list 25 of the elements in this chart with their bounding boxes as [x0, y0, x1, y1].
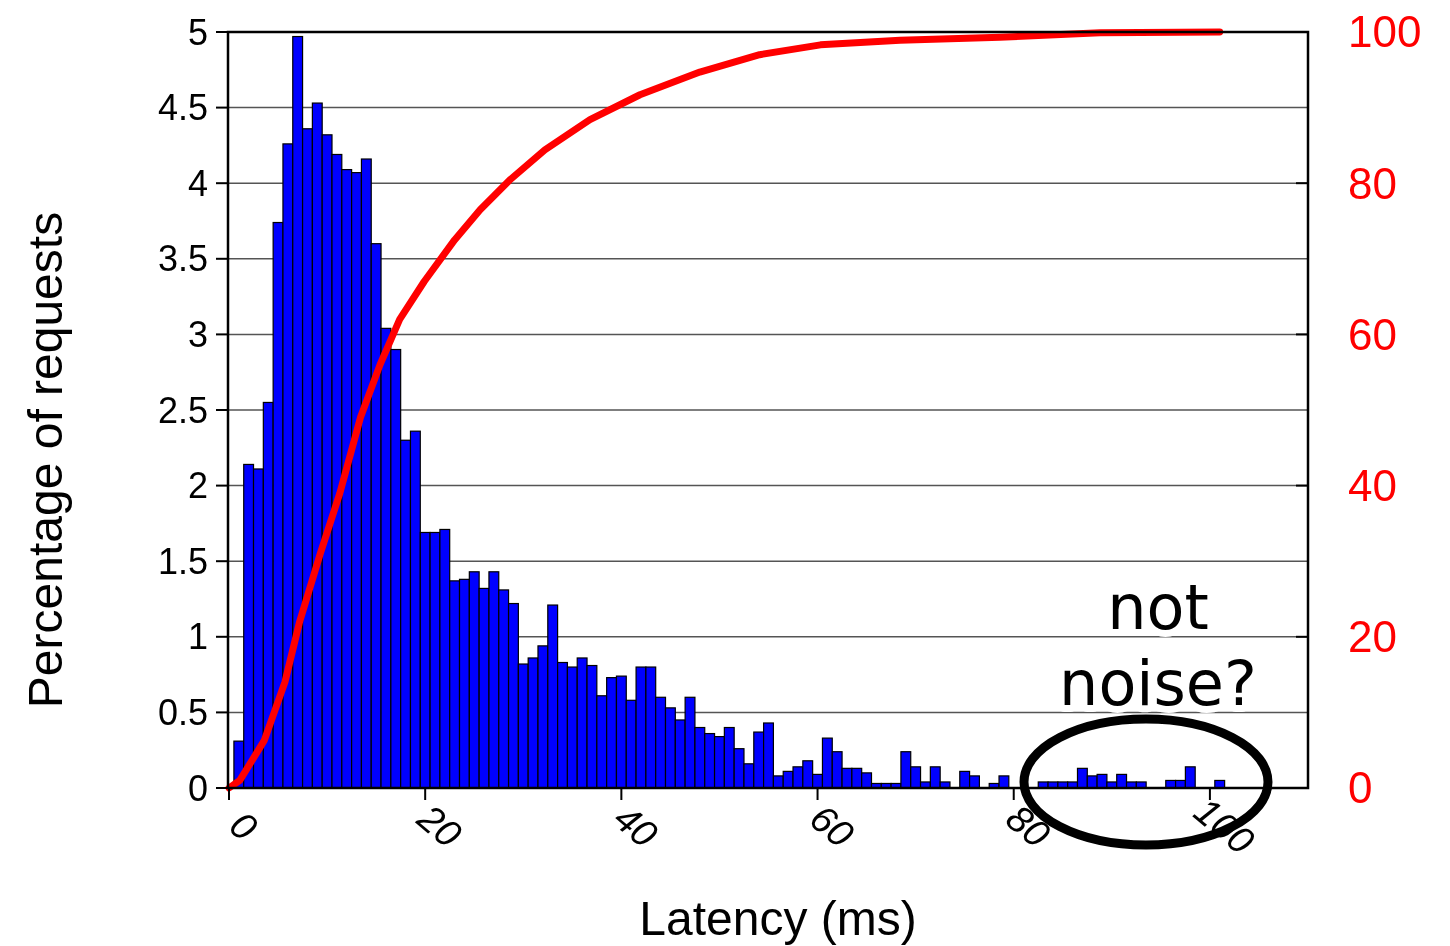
- x-tick-label: 60: [802, 796, 862, 856]
- y2-tick-label: 40: [1348, 461, 1397, 510]
- y-tick-label: 4.5: [157, 87, 208, 129]
- y2-tick-label: 60: [1348, 309, 1397, 359]
- x-tick-label: 20: [409, 795, 470, 856]
- annotation: not noise?: [1059, 571, 1257, 720]
- y2-tick-label: 20: [1348, 612, 1397, 662]
- y2-tick-label: 80: [1348, 158, 1397, 208]
- y-axis-title: Percentage of requests: [19, 211, 72, 709]
- y-tick-label: 1: [187, 616, 208, 658]
- x-tick-label: 0: [221, 803, 265, 849]
- y2-tick-label: 0: [1348, 763, 1373, 813]
- y-tick-label: 3: [187, 314, 208, 355]
- y-tick-label: 2: [187, 465, 208, 507]
- x-tick-label: 80: [998, 796, 1058, 856]
- x-axis-title: Latency (ms): [639, 892, 917, 945]
- y-tick-label: 5: [187, 11, 208, 53]
- y-tick-label: 0.5: [157, 692, 208, 733]
- x-tick-label: 40: [606, 796, 666, 856]
- y2-tick-label: 100: [1348, 7, 1422, 57]
- y-tick-label: 4: [187, 162, 208, 204]
- y-tick-label: 2.5: [157, 389, 208, 431]
- y-tick-label: 3.5: [157, 238, 208, 280]
- y-tick-label: 1.5: [157, 540, 208, 582]
- y-tick-label: 0: [187, 767, 208, 809]
